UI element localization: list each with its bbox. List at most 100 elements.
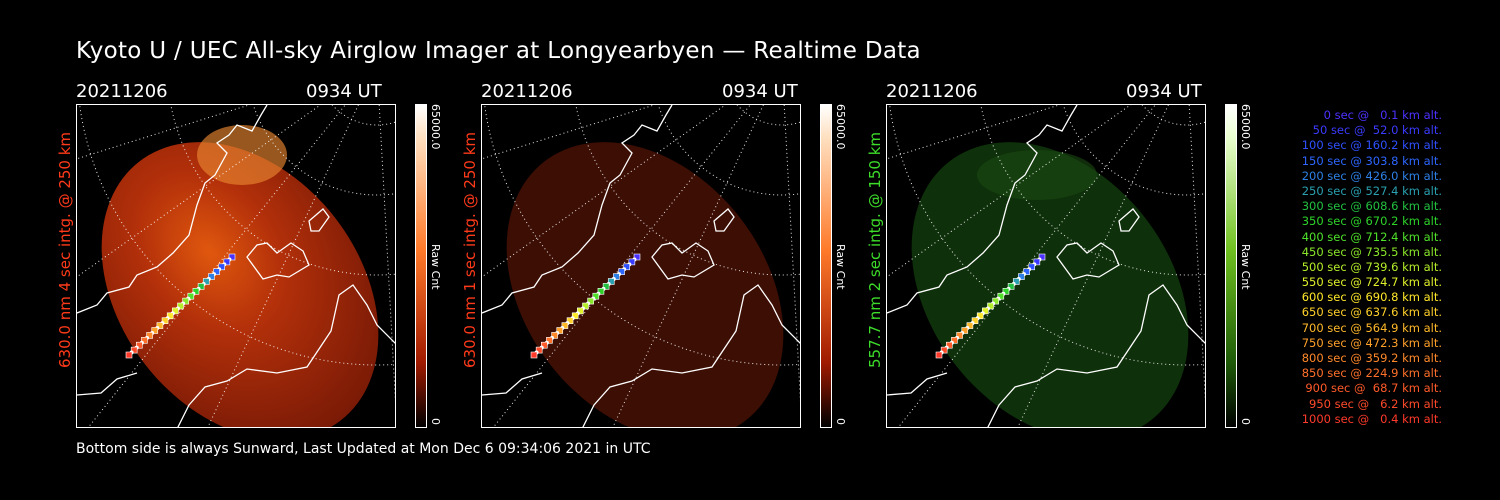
panel-3-colorbar <box>1225 104 1237 428</box>
panel-2-map <box>482 105 800 427</box>
panel-1-colorbar-min: 0 <box>429 418 442 425</box>
trajectory-marker <box>992 297 999 305</box>
legend-item: 400 sec @ 712.4 km alt. <box>1301 229 1442 244</box>
legend-item: 850 sec @ 224.9 km alt. <box>1301 366 1442 381</box>
trajectory-marker <box>187 292 195 300</box>
legend-item: 0 sec @ 0.1 km alt. <box>1323 108 1442 122</box>
trajectory-marker <box>587 297 594 305</box>
trajectory-marker <box>530 351 538 359</box>
coastline <box>77 105 395 427</box>
legend-item: 300 sec @ 608.6 km alt. <box>1301 199 1442 214</box>
legend-item: 700 sec @ 564.9 km alt. <box>1301 320 1442 335</box>
panel-2-colorbar-unit: Raw Cnt <box>834 244 847 290</box>
trajectory-marker <box>956 332 963 339</box>
panel-1-map <box>77 105 395 427</box>
trajectory-marker <box>177 302 184 310</box>
legend-item: 550 sec @ 724.7 km alt. <box>1301 275 1442 290</box>
trajectory-marker <box>228 253 236 261</box>
trajectory-marker <box>997 292 1005 300</box>
trajectory <box>125 253 236 359</box>
trajectory-marker <box>197 283 205 290</box>
trajectory-marker <box>218 263 225 271</box>
trajectory-marker <box>945 341 953 349</box>
panel-1-date: 20211206 <box>76 81 168 102</box>
trajectory-marker <box>551 332 558 339</box>
panel-2-colorbar <box>820 104 832 428</box>
trajectory-marker <box>151 327 159 334</box>
trajectory-marker <box>628 258 636 266</box>
trajectory <box>530 253 641 359</box>
legend-item: 1000 sec @ 0.4 km alt. <box>1301 411 1442 426</box>
trajectory-marker <box>135 341 143 349</box>
panel-2-wavelength-label: 630.0 nm 1 sec intg. @ 250 km <box>461 131 479 368</box>
legend-item: 350 sec @ 670.2 km alt. <box>1301 214 1442 229</box>
trajectory-marker <box>1007 283 1015 290</box>
trajectory-marker <box>1018 273 1025 280</box>
trajectory-marker <box>1023 268 1030 275</box>
trajectory-marker <box>192 288 200 295</box>
panel-1-airglow-image <box>76 104 396 428</box>
trajectory-marker <box>1038 253 1046 261</box>
trajectory-marker <box>161 317 169 324</box>
panel-2-date: 20211206 <box>481 81 573 102</box>
trajectory-marker <box>213 268 220 275</box>
legend-item: 950 sec @ 6.2 km alt. <box>1309 396 1442 411</box>
trajectory-marker <box>597 288 605 295</box>
trajectory-marker <box>130 346 138 354</box>
legend-item: 150 sec @ 303.8 km alt. <box>1301 153 1442 168</box>
trajectory-marker <box>141 337 148 344</box>
trajectory-marker <box>1028 263 1035 271</box>
trajectory-marker <box>966 322 974 329</box>
trajectory-marker <box>172 307 179 315</box>
trajectory-marker <box>940 346 948 354</box>
graticule <box>77 105 395 427</box>
page-title: Kyoto U / UEC All-sky Airglow Imager at … <box>76 38 921 64</box>
trajectory-marker <box>556 327 564 334</box>
trajectory-marker <box>971 317 979 324</box>
trajectory-marker <box>592 292 600 300</box>
legend-item: 900 sec @ 68.7 km alt. <box>1305 381 1442 396</box>
legend-item: 50 sec @ 52.0 km alt. <box>1312 123 1442 138</box>
trajectory-marker <box>613 273 620 280</box>
legend-item: 800 sec @ 359.2 km alt. <box>1301 351 1442 365</box>
panel-3-colorbar-max: 65000.0 <box>1239 104 1252 150</box>
legend-item: 600 sec @ 690.8 km alt. <box>1301 290 1442 305</box>
panel-2-colorbar-max: 65000.0 <box>834 104 847 150</box>
trajectory-marker <box>182 297 189 305</box>
panel-3-date: 20211206 <box>886 81 978 102</box>
trajectory-marker <box>618 268 625 275</box>
panel-2-time: 0934 UT <box>722 81 798 102</box>
trajectory <box>935 253 1046 359</box>
trajectory-marker <box>125 351 133 359</box>
trajectory-marker <box>1033 258 1041 266</box>
legend-item: 450 sec @ 735.5 km alt. <box>1301 244 1442 259</box>
airglow-disk <box>506 142 784 427</box>
panel-3-wavelength-label: 557.7 nm 2 sec intg. @ 150 km <box>866 131 884 368</box>
trajectory-marker <box>961 327 969 334</box>
trajectory-marker <box>540 341 548 349</box>
trajectory-marker <box>535 346 543 354</box>
panel-1-time: 0934 UT <box>306 81 382 102</box>
coastline <box>482 105 800 427</box>
trajectory-marker <box>566 317 574 324</box>
trajectory-marker <box>202 278 210 285</box>
legend-item: 200 sec @ 426.0 km alt. <box>1301 168 1442 183</box>
trajectory-marker <box>208 273 215 280</box>
panel-3-time: 0934 UT <box>1126 81 1202 102</box>
trajectory-marker <box>602 283 610 290</box>
trajectory-marker <box>577 307 584 315</box>
trajectory-marker <box>982 307 989 315</box>
panel-2-airglow-image <box>481 104 801 428</box>
panel-3-colorbar-unit: Raw Cnt <box>1239 244 1252 290</box>
panel-3-map <box>887 105 1205 427</box>
trajectory-marker <box>623 263 630 271</box>
panel-1-colorbar-max: 65000.0 <box>429 104 442 150</box>
legend-item: 650 sec @ 637.6 km alt. <box>1301 305 1442 320</box>
trajectory-marker <box>935 351 943 359</box>
trajectory-marker <box>546 337 553 344</box>
trajectory-marker <box>166 312 174 320</box>
trajectory-marker <box>976 312 984 320</box>
graticule <box>482 105 800 427</box>
trajectory-marker <box>156 322 164 329</box>
panel-3-colorbar-min: 0 <box>1239 418 1252 425</box>
